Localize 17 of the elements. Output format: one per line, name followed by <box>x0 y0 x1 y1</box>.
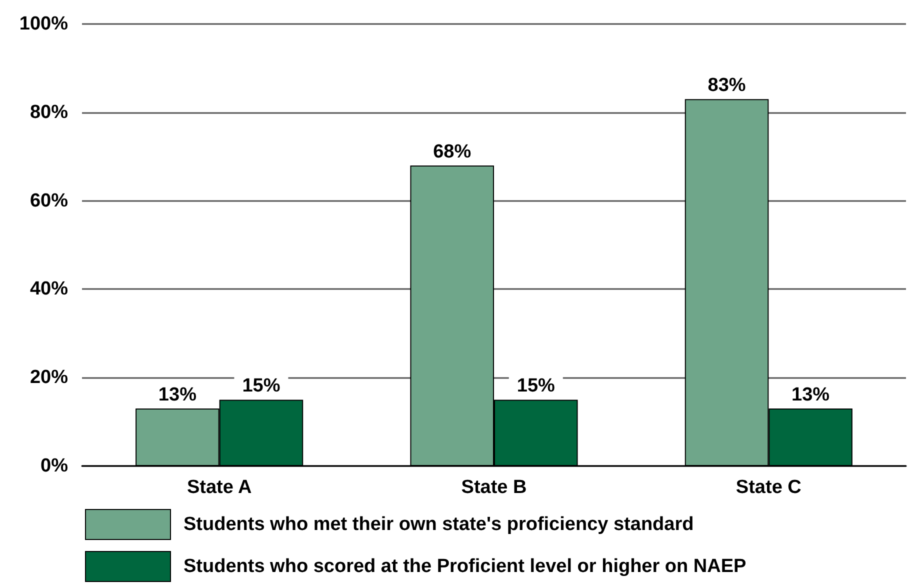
y-tick-label: 40% <box>30 278 68 300</box>
data-label: 15% <box>242 376 280 397</box>
y-tick-label: 20% <box>30 367 68 388</box>
data-label: 13% <box>158 384 197 406</box>
y-tick-label: 100% <box>19 14 68 34</box>
data-label: 13% <box>792 384 830 406</box>
y-tick-label: 0% <box>40 456 68 476</box>
legend-label: Students who met their own state's proficiency standard <box>184 514 694 535</box>
data-label: 15% <box>516 376 556 397</box>
y-tick-label: 80% <box>30 102 68 123</box>
data-label: 68% <box>433 141 472 162</box>
x-tick-label: State C <box>736 477 802 498</box>
x-tick-label: State B <box>461 477 527 498</box>
legend-label: Students who scored at the Proficient level or higher on NAEP <box>184 556 747 577</box>
x-tick-label: State A <box>186 477 252 498</box>
data-label: 83% <box>708 75 746 96</box>
y-tick-label: 60% <box>30 190 68 212</box>
